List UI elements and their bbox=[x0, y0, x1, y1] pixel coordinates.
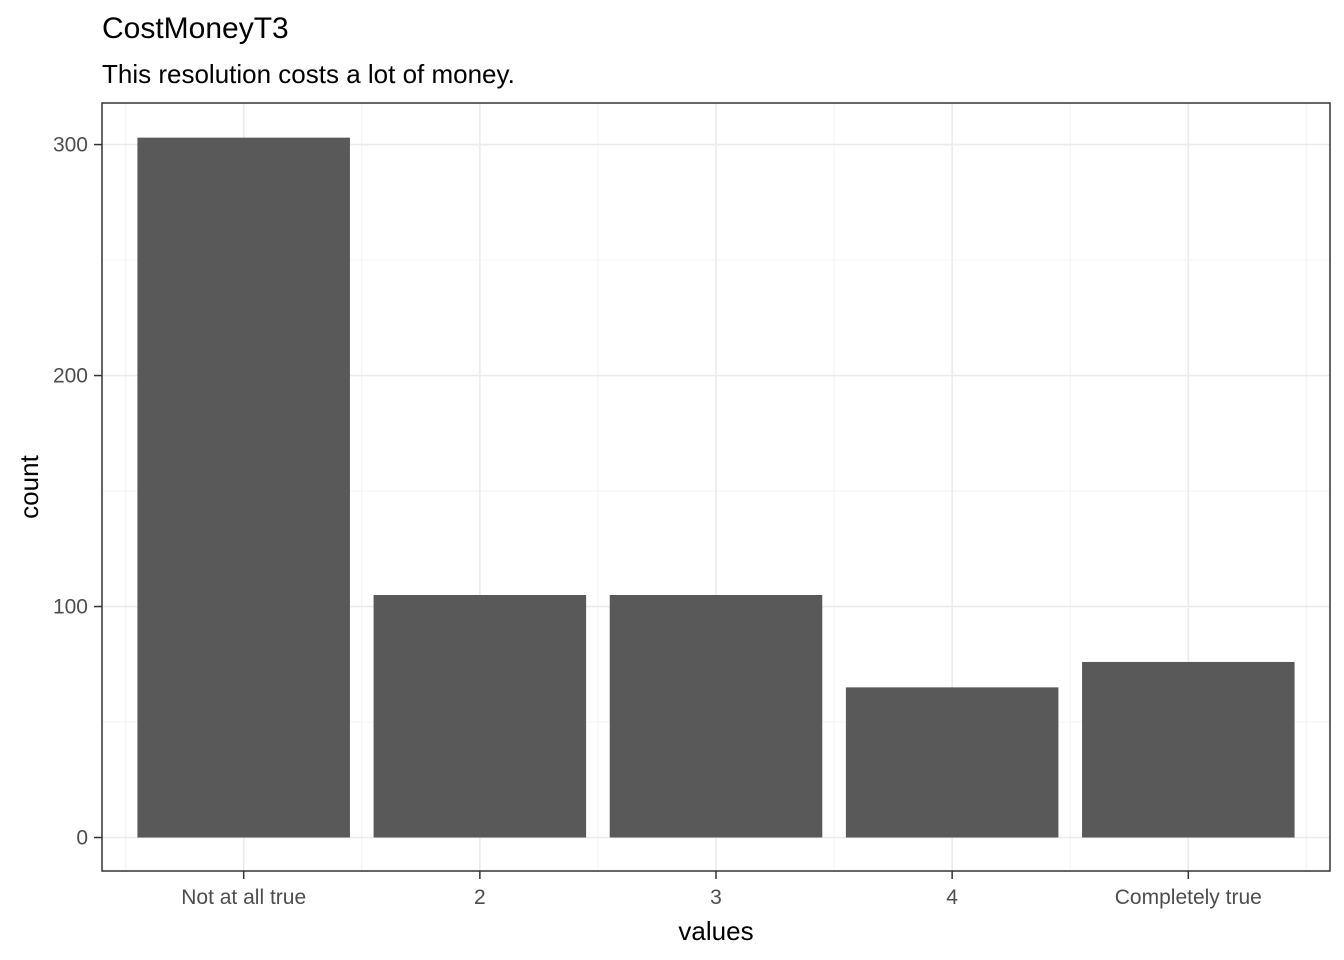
chart-title: CostMoneyT3 bbox=[102, 12, 289, 45]
x-tick-label: Not at all true bbox=[181, 886, 306, 909]
y-axis-title: count bbox=[14, 454, 44, 518]
chart-subtitle: This resolution costs a lot of money. bbox=[102, 59, 515, 89]
bar-2 bbox=[373, 594, 587, 838]
bar-4 bbox=[845, 687, 1059, 838]
y-tick-label: 0 bbox=[76, 827, 88, 850]
x-tick-label: 2 bbox=[474, 886, 486, 909]
x-axis-title: values bbox=[678, 916, 753, 946]
y-tick-label: 100 bbox=[53, 596, 88, 619]
y-tick-label: 300 bbox=[53, 134, 88, 157]
y-tick-label: 200 bbox=[53, 365, 88, 388]
bar-3 bbox=[609, 594, 823, 838]
bar-5 bbox=[1082, 661, 1295, 838]
y-axis: 0 100 200 300 bbox=[53, 134, 102, 850]
x-tick-label: Completely true bbox=[1115, 886, 1262, 909]
x-axis: Not at all true 2 3 4 Completely true bbox=[181, 871, 1262, 909]
x-tick-label: 4 bbox=[946, 886, 958, 909]
x-tick-label: 3 bbox=[710, 886, 722, 909]
bar-1 bbox=[137, 137, 350, 838]
bars bbox=[137, 137, 1295, 838]
